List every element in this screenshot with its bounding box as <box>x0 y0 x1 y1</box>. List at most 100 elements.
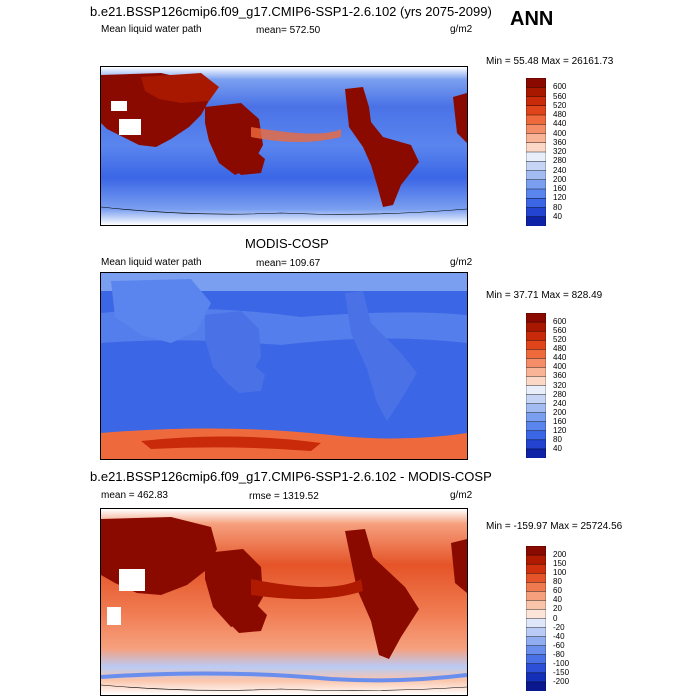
colorbar-tick-label: 600 <box>553 317 567 327</box>
panel-1-europe-field <box>453 93 467 143</box>
panel-1-missing-patch <box>111 101 127 111</box>
colorbar-box <box>525 339 547 350</box>
colorbar-tick-label: -80 <box>553 649 565 659</box>
panel-1-antarctica-coast <box>101 206 467 215</box>
colorbar-tick-label: 200 <box>553 550 567 560</box>
colorbar-box <box>525 663 547 674</box>
panel-1-map <box>100 66 468 226</box>
colorbar-box <box>525 114 547 125</box>
colorbar-box <box>525 636 547 647</box>
colorbar-tick-label: 60 <box>553 586 562 596</box>
colorbar-box <box>525 330 547 341</box>
colorbar-tick-label: 80 <box>553 434 562 444</box>
colorbar-tick-label: 20 <box>553 604 562 614</box>
colorbar-box <box>525 618 547 629</box>
panel-2-colorbar <box>525 312 547 459</box>
colorbar-box <box>525 124 547 135</box>
colorbar-tick-label: 160 <box>553 416 567 426</box>
colorbar-tick-label: 40 <box>553 211 562 221</box>
colorbar-box <box>525 672 547 683</box>
colorbar-box <box>525 161 547 172</box>
colorbar-box <box>525 645 547 656</box>
colorbar-tick-label: 320 <box>553 380 567 390</box>
colorbar-box <box>525 627 547 638</box>
colorbar-box <box>525 96 547 107</box>
colorbar-box <box>525 582 547 592</box>
colorbar-tick-label: 480 <box>553 110 567 119</box>
colorbar-box <box>525 394 547 405</box>
panel-3-southern-ocean-band <box>101 671 467 683</box>
colorbar-box <box>525 554 547 565</box>
colorbar-tick-label: -60 <box>553 640 565 650</box>
colorbar-box <box>525 207 547 218</box>
colorbar-box <box>525 563 547 574</box>
colorbar-box <box>525 179 547 190</box>
panel-1-title: b.e21.BSSP126cmip6.f09_g17.CMIP6-SSP1-2.… <box>90 4 492 19</box>
colorbar-tick-label: 400 <box>553 362 567 372</box>
panel-2-southern-ocean-core <box>141 436 321 451</box>
panel-1-itcz-band <box>251 127 341 142</box>
panel-3-colorbar <box>525 545 547 692</box>
panel-3-south-america-field <box>345 529 419 659</box>
colorbar-box <box>525 188 547 199</box>
colorbar-tick-label: 520 <box>553 335 567 345</box>
colorbar-tick-label: 280 <box>553 389 567 399</box>
colorbar-tick-label: 240 <box>553 165 567 175</box>
colorbar-box <box>525 105 547 116</box>
panel-1-asia-field <box>141 73 219 103</box>
colorbar-tick-label: -100 <box>553 658 570 668</box>
panel-3-minmax-label: Min = -159.97 Max = 25724.56 <box>486 521 623 532</box>
colorbar-tick-label: 600 <box>553 82 567 92</box>
colorbar-box <box>525 572 547 583</box>
colorbar-tick-label: 200 <box>553 174 567 184</box>
colorbar-box <box>525 170 547 181</box>
season-label: ANN <box>510 8 554 30</box>
panel-2-south-america-field <box>345 291 417 421</box>
colorbar-tick-label: -40 <box>553 631 565 641</box>
colorbar-tick-label: 560 <box>553 326 567 336</box>
colorbar-box <box>525 312 547 323</box>
colorbar-tick-label: 360 <box>553 137 567 147</box>
colorbar-tick-label: 520 <box>553 100 567 110</box>
colorbar-box <box>525 448 547 459</box>
colorbar-tick-label: 240 <box>553 398 567 408</box>
colorbar-box <box>525 133 547 144</box>
panel-2-mean-label: mean= 109.67 <box>256 258 321 269</box>
colorbar-tick-label: 0 <box>553 613 558 623</box>
panel-1-missing-patch <box>119 119 141 135</box>
panel-3-mean-label: mean = 462.83 <box>101 490 168 501</box>
colorbar-box <box>525 439 547 450</box>
colorbar-tick-label: 360 <box>553 371 567 381</box>
colorbar-tick-label: 400 <box>553 128 567 138</box>
colorbar-tick-label: 440 <box>553 353 567 363</box>
panel-3-rmse-label: rmse = 1319.52 <box>249 491 319 502</box>
panel-3-australia-field <box>227 601 267 633</box>
colorbar-box <box>525 403 547 414</box>
panel-3-antarctica-coast <box>101 684 467 691</box>
colorbar-tick-label: 150 <box>553 559 567 569</box>
colorbar-box <box>525 151 547 162</box>
colorbar-box <box>525 367 547 377</box>
panel-3-title: b.e21.BSSP126cmip6.f09_g17.CMIP6-SSP1-2.… <box>90 469 492 484</box>
colorbar-tick-label: 560 <box>553 91 567 101</box>
colorbar-tick-label: 120 <box>553 425 567 435</box>
colorbar-tick-label: -200 <box>553 676 570 686</box>
colorbar-box <box>525 385 547 396</box>
panel-1-minmax-label: Min = 55.48 Max = 26161.73 <box>486 56 614 67</box>
colorbar-box <box>525 142 547 153</box>
panel-1-mean-label: mean= 572.50 <box>256 25 321 36</box>
panel-1-units-label: g/m2 <box>450 24 473 35</box>
colorbar-box <box>525 87 547 98</box>
colorbar-box <box>525 412 547 423</box>
colorbar-box <box>525 376 547 386</box>
colorbar-tick-label: 440 <box>553 119 567 129</box>
colorbar-tick-label: 120 <box>553 193 567 203</box>
colorbar-tick-label: 80 <box>553 577 562 587</box>
panel-2-minmax-label: Min = 37.71 Max = 828.49 <box>486 290 603 301</box>
panel-2-north-america-field <box>111 279 211 343</box>
panel-1-south-america-field <box>345 87 419 207</box>
panel-2-variable-label: Mean liquid water path <box>101 257 202 268</box>
colorbar-box <box>525 654 547 665</box>
colorbar-box <box>525 545 547 556</box>
colorbar-tick-label: 40 <box>553 443 562 453</box>
